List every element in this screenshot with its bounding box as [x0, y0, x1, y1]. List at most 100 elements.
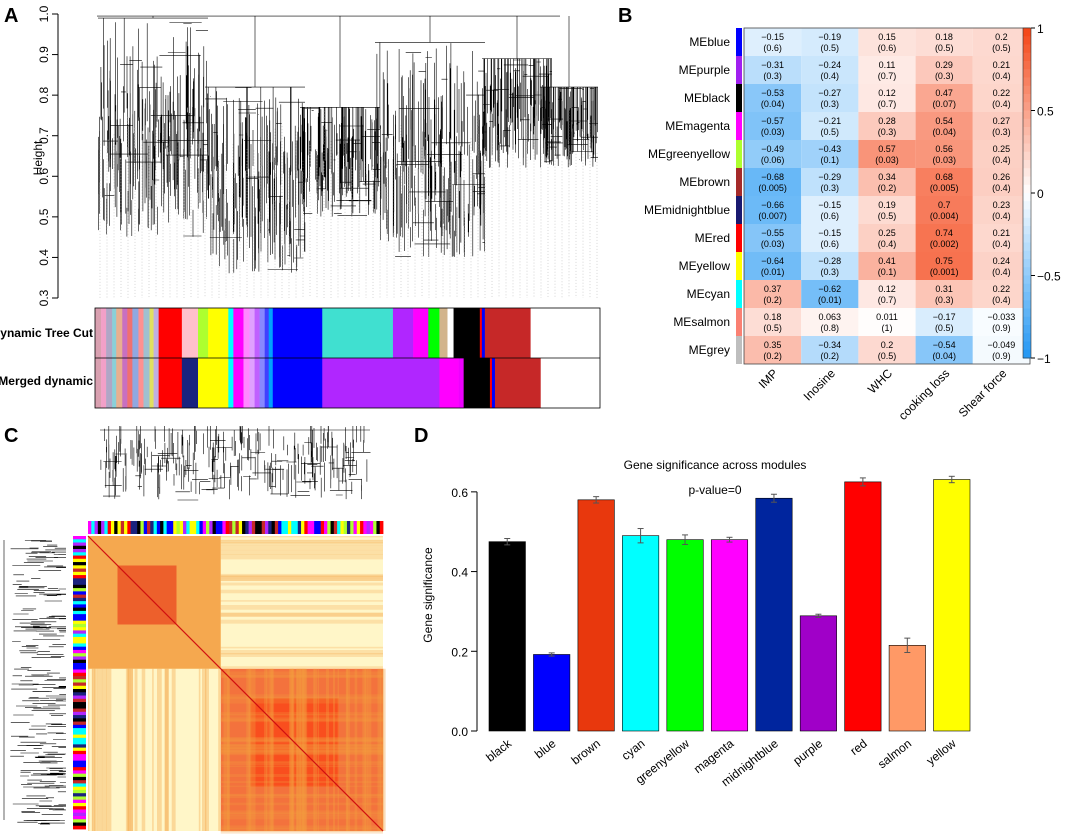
- c-tom-stripe: [346, 668, 351, 831]
- c-top-color-strip: [353, 521, 358, 534]
- c-tom-stripe: [251, 668, 256, 831]
- a-dynamic-module-band: [143, 308, 150, 358]
- b-cell-pvalue: (0.2): [763, 351, 782, 361]
- c-tom-stripe: [298, 668, 301, 831]
- b-heatmap-cell: [972, 168, 1030, 196]
- c-left-color-strip: [73, 757, 86, 762]
- c-left-color-strip: [73, 617, 86, 622]
- b-cell-value: 0.41: [878, 256, 896, 266]
- b-cell-value: −0.66: [761, 200, 784, 210]
- a-dynamic-module-band: [428, 308, 440, 358]
- b-heatmap-cell: [972, 196, 1030, 224]
- c-top-color-strip: [310, 521, 315, 534]
- c-left-color-strip: [73, 679, 86, 683]
- b-cell-pvalue: (0.8): [821, 323, 840, 333]
- b-cell-pvalue: (0.3): [935, 295, 954, 305]
- a-dynamic-module-band: [228, 308, 234, 358]
- b-cell-value: −0.54: [933, 340, 956, 350]
- c-top-color-strip: [333, 521, 338, 534]
- b-heatmap-cell: [858, 140, 916, 168]
- c-top-color-strip: [143, 521, 148, 534]
- c-tom-stripe: [93, 668, 96, 831]
- c-left-color-strip: [73, 702, 86, 706]
- b-cell-pvalue: (0.6): [821, 211, 840, 221]
- b-heatmap-cell: [972, 224, 1030, 252]
- c-top-dendrogram: [100, 426, 371, 501]
- c-tom-stripe: [220, 589, 383, 594]
- a-merged-module-band: [127, 358, 133, 408]
- a-merged-module-band: [112, 358, 117, 408]
- c-tom-stripe: [220, 542, 383, 545]
- b-row-label: MEcyan: [687, 287, 730, 301]
- d-x-tick-label: purple: [790, 736, 825, 768]
- b-heatmap-cell: [915, 280, 973, 308]
- c-left-color-strip: [73, 718, 86, 722]
- b-colorbar-segment: [1023, 176, 1031, 186]
- a-y-axis-label: Height: [31, 140, 45, 175]
- c-tom-stripe: [220, 541, 383, 544]
- a-y-tick-label: 0.7: [37, 127, 51, 144]
- d-bar: [488, 541, 526, 732]
- d-bar: [844, 481, 882, 732]
- b-row-color-swatch: [736, 112, 742, 140]
- c-top-color-strip: [127, 521, 132, 534]
- d-bar: [888, 645, 926, 732]
- b-cell-pvalue: (0.7): [878, 99, 897, 109]
- a-dynamic-module-band: [149, 308, 154, 358]
- b-heatmap-cell: [915, 336, 973, 364]
- c-left-color-strip: [73, 545, 86, 550]
- c-tom-stripe: [220, 666, 383, 669]
- c-left-color-strip: [73, 610, 86, 615]
- b-colorbar-segment: [1023, 127, 1031, 136]
- c-top-color-strip: [120, 521, 125, 534]
- b-cell-value: 0.011: [876, 312, 898, 322]
- b-colorbar-segment: [1023, 234, 1031, 243]
- b-colorbar-segment: [1023, 333, 1031, 342]
- c-top-color-strip: [314, 521, 318, 534]
- c-left-color-strip: [73, 539, 86, 543]
- a-merged-module-band: [268, 358, 274, 408]
- b-cell-pvalue: (0.3): [821, 99, 840, 109]
- a-dynamic-module-band: [233, 308, 244, 358]
- b-cell-pvalue: (0.04): [932, 127, 956, 137]
- b-row-label: MEmidnightblue: [644, 203, 730, 217]
- c-left-color-strip: [73, 594, 86, 599]
- c-left-color-strip: [73, 770, 86, 775]
- b-row-color-swatch: [736, 224, 742, 252]
- d-bar: [933, 479, 971, 732]
- c-left-color-strip: [73, 682, 86, 687]
- b-heatmap-cell: [801, 336, 859, 364]
- c-top-color-strip: [153, 521, 158, 534]
- a-merged-module-band: [158, 358, 183, 408]
- b-cell-pvalue: (0.4): [992, 99, 1011, 109]
- c-tom-stripe: [302, 668, 308, 831]
- a-merged-module-band: [101, 358, 107, 408]
- b-cell-pvalue: (0.5): [935, 323, 954, 333]
- c-left-color-strip: [73, 656, 86, 661]
- b-cell-pvalue: (0.004): [930, 211, 959, 221]
- b-cell-value: 0.31: [935, 284, 953, 294]
- c-left-color-strip: [73, 728, 86, 732]
- b-colorbar-label: −0.5: [1037, 270, 1061, 284]
- c-top-color-strip: [107, 521, 112, 534]
- c-tom-stripe: [220, 649, 383, 655]
- b-heatmap-cell: [744, 196, 802, 224]
- b-cell-pvalue: (0.5): [878, 211, 897, 221]
- c-left-color-strip: [73, 575, 86, 579]
- c-top-color-strip: [232, 521, 236, 534]
- a-dynamic-module-band: [439, 308, 448, 358]
- d-x-tick-label: red: [847, 736, 869, 758]
- c-top-color-strip: [202, 521, 207, 534]
- c-left-color-strip: [73, 763, 86, 768]
- a-dynamic-module-band: [479, 308, 483, 358]
- b-colorbar-segment: [1023, 209, 1031, 219]
- b-heatmap-cell: [801, 308, 859, 336]
- a-dynamic-module-band: [112, 308, 117, 358]
- b-cell-pvalue: (0.03): [875, 155, 899, 165]
- c-left-color-strip: [73, 786, 86, 791]
- c-tom-stripe: [220, 746, 383, 749]
- c-top-color-strip: [337, 521, 341, 534]
- c-top-color-strip: [356, 521, 361, 534]
- c-top-color-strip: [209, 521, 213, 534]
- c-top-color-strip: [346, 521, 351, 534]
